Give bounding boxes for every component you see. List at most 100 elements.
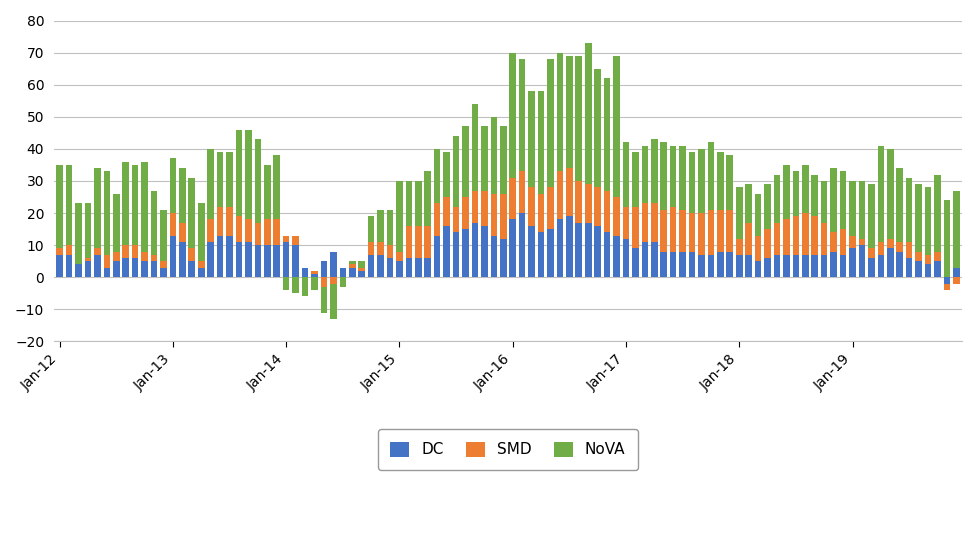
Bar xyxy=(660,251,667,277)
Bar xyxy=(367,216,374,242)
Bar xyxy=(85,258,91,261)
Bar xyxy=(274,245,280,277)
Bar xyxy=(699,255,704,277)
Bar xyxy=(547,187,554,229)
Bar xyxy=(529,91,534,187)
Bar xyxy=(424,226,431,258)
Bar xyxy=(547,59,554,187)
Bar xyxy=(594,226,601,277)
Bar xyxy=(235,242,242,277)
Bar xyxy=(179,223,186,242)
Bar xyxy=(830,251,837,277)
Bar xyxy=(217,236,224,277)
Bar xyxy=(113,251,119,261)
Bar xyxy=(396,181,403,251)
Bar xyxy=(736,255,743,277)
Bar xyxy=(953,191,959,267)
Bar xyxy=(312,271,318,274)
Bar xyxy=(745,223,752,255)
Bar xyxy=(651,139,658,203)
Bar xyxy=(57,255,63,277)
Bar xyxy=(189,178,195,249)
Bar xyxy=(312,274,318,277)
Bar xyxy=(924,187,931,255)
Bar xyxy=(537,91,544,194)
Bar xyxy=(670,207,676,251)
Bar xyxy=(274,220,280,245)
Bar xyxy=(359,261,365,267)
Bar xyxy=(897,242,903,251)
Bar xyxy=(934,261,941,277)
Bar xyxy=(774,255,781,277)
Bar xyxy=(566,168,573,216)
Bar xyxy=(830,232,837,251)
Legend: DC, SMD, NoVA: DC, SMD, NoVA xyxy=(378,429,638,470)
Bar xyxy=(255,139,261,223)
Bar xyxy=(292,245,299,277)
Bar xyxy=(774,175,781,223)
Bar xyxy=(302,277,309,296)
Bar xyxy=(462,229,469,277)
Bar xyxy=(472,223,479,277)
Bar xyxy=(227,207,233,236)
Bar xyxy=(622,142,629,207)
Bar xyxy=(575,181,582,223)
Bar xyxy=(953,277,959,284)
Bar xyxy=(122,162,129,245)
Bar xyxy=(859,181,866,239)
Bar xyxy=(519,171,526,213)
Bar xyxy=(537,232,544,277)
Bar xyxy=(604,78,611,191)
Bar xyxy=(170,213,176,236)
Bar xyxy=(745,184,752,223)
Bar xyxy=(906,178,913,242)
Bar xyxy=(792,171,799,216)
Bar xyxy=(670,146,676,207)
Bar xyxy=(802,213,809,255)
Bar xyxy=(264,245,271,277)
Bar xyxy=(953,267,959,277)
Bar xyxy=(227,236,233,277)
Bar xyxy=(689,213,696,251)
Bar xyxy=(944,277,951,284)
Bar xyxy=(217,152,224,207)
Bar xyxy=(302,267,309,277)
Bar xyxy=(235,130,242,216)
Bar xyxy=(387,245,394,258)
Bar xyxy=(509,178,516,220)
Bar xyxy=(283,236,289,242)
Bar xyxy=(472,104,479,191)
Bar xyxy=(784,165,789,220)
Bar xyxy=(877,242,884,255)
Bar xyxy=(877,146,884,242)
Bar xyxy=(424,258,431,277)
Bar xyxy=(840,171,846,229)
Bar xyxy=(198,267,204,277)
Bar xyxy=(481,126,488,191)
Bar xyxy=(264,220,271,245)
Bar xyxy=(745,255,752,277)
Bar xyxy=(821,181,828,223)
Bar xyxy=(113,261,119,277)
Bar xyxy=(707,210,714,255)
Bar xyxy=(642,242,648,277)
Bar xyxy=(821,255,828,277)
Bar xyxy=(622,239,629,277)
Bar xyxy=(104,171,110,255)
Bar xyxy=(94,168,101,249)
Bar xyxy=(227,152,233,207)
Bar xyxy=(529,226,534,277)
Bar xyxy=(339,267,346,277)
Bar xyxy=(585,223,591,277)
Bar xyxy=(320,261,327,277)
Bar xyxy=(245,242,252,277)
Bar xyxy=(132,165,139,245)
Bar xyxy=(529,187,534,226)
Bar xyxy=(764,258,771,277)
Bar xyxy=(113,194,119,251)
Bar xyxy=(444,226,450,277)
Bar xyxy=(217,207,224,236)
Bar xyxy=(840,229,846,255)
Bar xyxy=(396,261,403,277)
Bar xyxy=(75,265,82,277)
